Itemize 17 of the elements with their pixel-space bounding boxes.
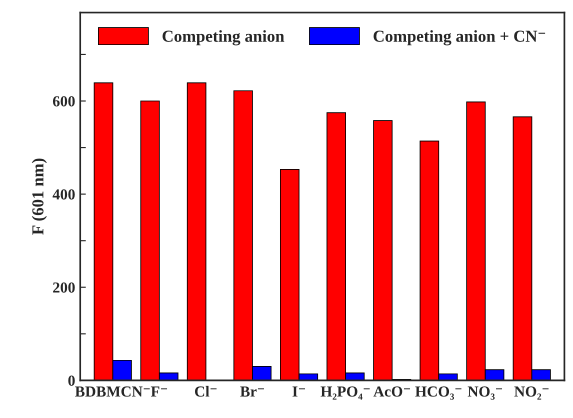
x-tick-label: Cl⁻ — [195, 386, 217, 397]
x-tick-label: BDBMCN⁻ — [75, 386, 150, 397]
y-tick-label: 0 — [68, 376, 75, 386]
legend-label: Competing anion + CN⁻ — [374, 30, 546, 46]
x-tick-label: F⁻ — [150, 386, 168, 397]
x-tick-label: HCO₃⁻ — [415, 386, 462, 400]
y-axis-title: F (601 nm) — [32, 158, 47, 235]
x-tick-label: H₂PO₄⁻ — [320, 386, 370, 400]
x-tick-label: NO₂⁻ — [514, 386, 549, 400]
legend-label: Competing anion — [162, 30, 284, 46]
y-tick-label: 200 — [53, 282, 75, 293]
y-tick-label: 400 — [52, 189, 75, 200]
x-tick-label: Br⁻ — [240, 386, 264, 397]
y-tick-label: 600 — [52, 96, 75, 106]
x-tick-label: NO₃⁻ — [468, 386, 502, 400]
x-tick-label: I⁻ — [292, 386, 306, 397]
x-tick-label: AcO⁻ — [373, 386, 410, 397]
